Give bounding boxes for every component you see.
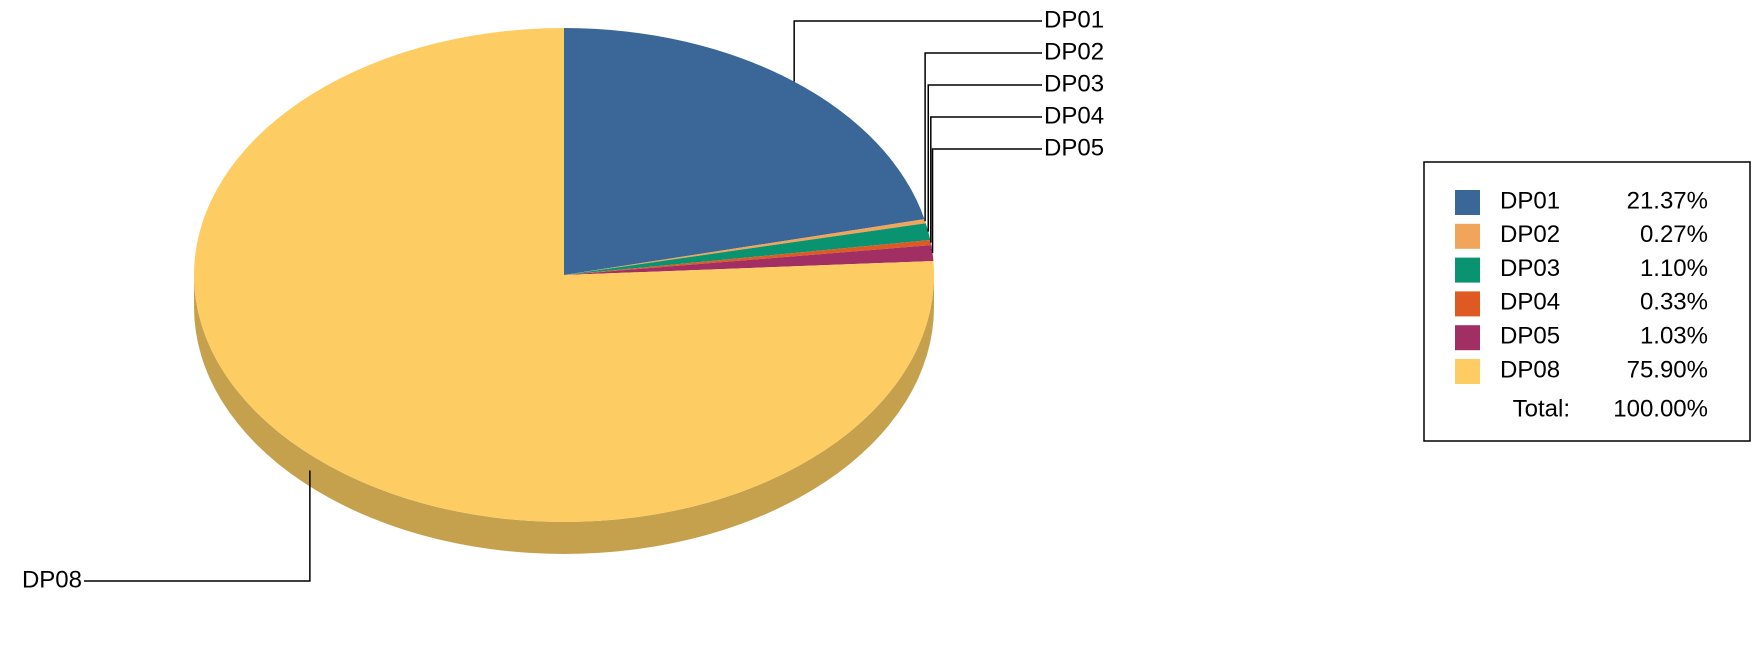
pie-slice bbox=[194, 28, 935, 522]
slice-label: DP03 bbox=[1044, 70, 1104, 97]
legend-label: DP08 bbox=[1500, 356, 1560, 383]
leader-line bbox=[793, 20, 1042, 82]
pie-slice bbox=[564, 245, 934, 275]
slice-label: DP02 bbox=[1044, 38, 1104, 65]
legend-label: DP03 bbox=[1500, 255, 1560, 282]
legend-swatch bbox=[1455, 223, 1480, 249]
legend-value: 75.90% bbox=[1627, 356, 1708, 383]
legend-value: 21.37% bbox=[1627, 187, 1708, 214]
leader-line bbox=[927, 84, 1042, 232]
legend-value: 0.33% bbox=[1640, 289, 1708, 316]
slice-label: DP04 bbox=[1044, 102, 1104, 129]
legend-total-label: Total: bbox=[1513, 395, 1570, 422]
pie-slice bbox=[564, 28, 925, 275]
leader-line bbox=[931, 148, 1042, 254]
legend-value: 1.10% bbox=[1640, 255, 1708, 282]
legend-value: 0.27% bbox=[1640, 221, 1708, 248]
pie-slice bbox=[564, 219, 926, 275]
leader-line bbox=[924, 52, 1042, 222]
legend-swatch bbox=[1455, 257, 1480, 283]
legend-label: DP05 bbox=[1500, 323, 1560, 350]
slice-label: DP05 bbox=[1044, 134, 1104, 161]
legend-label: DP04 bbox=[1500, 289, 1560, 316]
pie-slice bbox=[564, 223, 931, 275]
legend-swatch bbox=[1455, 359, 1480, 384]
legend-label: DP01 bbox=[1500, 187, 1560, 214]
leader-line bbox=[84, 470, 311, 582]
legend-value: 1.03% bbox=[1640, 323, 1708, 350]
pie-slice bbox=[564, 240, 932, 275]
slice-label: DP01 bbox=[1044, 6, 1104, 33]
legend-swatch bbox=[1455, 190, 1480, 215]
leader-line bbox=[930, 116, 1042, 243]
legend-swatch bbox=[1455, 291, 1480, 317]
legend-swatch bbox=[1455, 325, 1480, 351]
legend-label: DP02 bbox=[1500, 221, 1560, 248]
legend-total-value: 100.00% bbox=[1613, 395, 1708, 422]
slice-label: DP08 bbox=[22, 566, 82, 593]
